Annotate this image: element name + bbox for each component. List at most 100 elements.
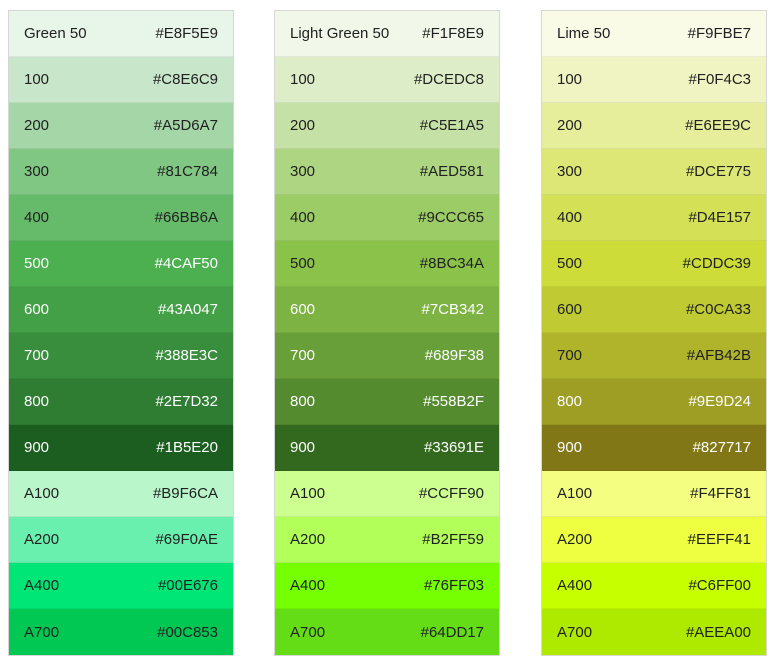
palette-light-green: Light Green 50 #F1F8E9 100 #DCEDC8 200 #C5E1A… <box>274 10 500 656</box>
color-swatch: 100 #DCEDC8 <box>275 57 499 103</box>
swatch-hex-code: #2E7D32 <box>155 393 218 410</box>
swatch-hex-code: #A5D6A7 <box>153 117 218 134</box>
color-swatch: 800 #9E9D24 <box>542 379 766 425</box>
swatch-hex-code: #689F38 <box>424 347 484 364</box>
color-swatch: 700 #388E3C <box>9 333 233 379</box>
swatch-hex-code: #00C853 <box>157 623 218 641</box>
swatch-shade-label: 800 <box>557 393 583 410</box>
swatch-hex-code: #558B2F <box>423 393 484 410</box>
swatch-shade-label: 500 <box>290 255 316 272</box>
color-swatch: 800 #2E7D32 <box>9 379 233 425</box>
color-swatch: 900 #827717 <box>542 425 766 471</box>
swatch-hex-code: #DCE775 <box>685 163 751 180</box>
color-swatch: A100 #CCFF90 <box>275 471 499 517</box>
swatch-shade-label: 100 <box>24 71 50 88</box>
palette-header-swatch: Light Green 50 #F1F8E9 <box>275 11 499 57</box>
swatch-shade-label: 400 <box>24 209 50 226</box>
color-swatch: A100 #B9F6CA <box>9 471 233 517</box>
swatch-shade-label: A400 <box>290 577 326 594</box>
color-swatch: 600 #43A047 <box>9 287 233 333</box>
swatch-shade-label: A700 <box>557 623 593 641</box>
color-swatch: 500 #CDDC39 <box>542 241 766 287</box>
color-swatch: A200 #B2FF59 <box>275 517 499 563</box>
color-swatch: 500 #8BC34A <box>275 241 499 287</box>
swatch-hex-code: #AFB42B <box>686 347 751 364</box>
color-swatch: A400 #00E676 <box>9 563 233 609</box>
swatch-hex-code: #AED581 <box>419 163 484 180</box>
swatch-shade-label: A200 <box>24 531 60 548</box>
swatch-shade-label: A100 <box>24 485 60 502</box>
color-swatch: 300 #DCE775 <box>542 149 766 195</box>
swatch-shade-label: A400 <box>24 577 60 594</box>
swatch-hex-code: #E8F5E9 <box>155 25 218 42</box>
swatch-shade-label: A100 <box>290 485 326 502</box>
swatch-shade-label: A200 <box>557 531 593 548</box>
color-swatch: A200 #69F0AE <box>9 517 233 563</box>
color-swatch: 400 #9CCC65 <box>275 195 499 241</box>
swatch-shade-label: 300 <box>290 163 316 180</box>
swatch-shade-label: 200 <box>557 117 583 134</box>
swatch-shade-label: 400 <box>557 209 583 226</box>
swatch-shade-label: A700 <box>24 623 60 641</box>
swatch-hex-code: #CCFF90 <box>418 485 484 502</box>
swatch-shade-label: A100 <box>557 485 593 502</box>
color-swatch: A700 #64DD17 <box>275 609 499 655</box>
color-swatch: 600 #7CB342 <box>275 287 499 333</box>
color-swatch: 700 #689F38 <box>275 333 499 379</box>
swatch-shade-label: 500 <box>24 255 50 272</box>
swatch-hex-code: #F1F8E9 <box>422 25 484 42</box>
color-swatch: A700 #00C853 <box>9 609 233 655</box>
color-swatch: 700 #AFB42B <box>542 333 766 379</box>
swatch-hex-code: #9CCC65 <box>418 209 484 226</box>
swatch-hex-code: #B9F6CA <box>152 485 218 502</box>
swatch-hex-code: #CDDC39 <box>682 255 751 272</box>
swatch-shade-label: Light Green 50 <box>290 25 390 42</box>
color-swatch: 800 #558B2F <box>275 379 499 425</box>
color-swatch: 500 #4CAF50 <box>9 241 233 287</box>
color-swatch: 200 #C5E1A5 <box>275 103 499 149</box>
palette-green: Green 50 #E8F5E9 100 #C8E6C9 200 #A5D6A7 300 #8… <box>8 10 234 656</box>
swatch-shade-label: Green 50 <box>24 25 87 42</box>
swatch-hex-code: #E6EE9C <box>685 117 751 134</box>
swatch-shade-label: Lime 50 <box>557 25 611 42</box>
swatch-hex-code: #9E9D24 <box>688 393 751 410</box>
color-swatch: 200 #E6EE9C <box>542 103 766 149</box>
color-swatch: 300 #AED581 <box>275 149 499 195</box>
swatch-shade-label: 900 <box>290 439 316 456</box>
color-swatch: 400 #66BB6A <box>9 195 233 241</box>
swatch-shade-label: 800 <box>290 393 316 410</box>
color-swatch: 300 #81C784 <box>9 149 233 195</box>
swatch-hex-code: #81C784 <box>157 163 218 180</box>
swatch-hex-code: #43A047 <box>157 301 218 318</box>
palette-lime: Lime 50 #F9FBE7 100 #F0F4C3 200 #E6EE9C 300 #DC… <box>541 10 767 656</box>
swatch-hex-code: #00E676 <box>157 577 218 594</box>
swatch-hex-code: #8BC34A <box>419 255 484 272</box>
swatch-hex-code: #C8E6C9 <box>152 71 218 88</box>
swatch-shade-label: 400 <box>290 209 316 226</box>
swatch-shade-label: A200 <box>290 531 326 548</box>
swatch-hex-code: #C0CA33 <box>685 301 751 318</box>
swatch-hex-code: #D4E157 <box>688 209 751 226</box>
swatch-hex-code: #7CB342 <box>421 301 484 318</box>
swatch-hex-code: #64DD17 <box>420 623 484 641</box>
color-swatch: 900 #33691E <box>275 425 499 471</box>
swatch-hex-code: #DCEDC8 <box>413 71 484 88</box>
swatch-shade-label: 600 <box>24 301 50 318</box>
swatch-hex-code: #33691E <box>423 439 484 456</box>
swatch-hex-code: #827717 <box>692 439 751 456</box>
color-swatch: 400 #D4E157 <box>542 195 766 241</box>
swatch-shade-label: 900 <box>557 439 583 456</box>
swatch-hex-code: #B2FF59 <box>422 531 484 548</box>
swatch-shade-label: 200 <box>24 117 50 134</box>
swatch-hex-code: #1B5E20 <box>156 439 218 456</box>
swatch-shade-label: 200 <box>290 117 316 134</box>
swatch-shade-label: A700 <box>290 623 326 641</box>
swatch-shade-label: 800 <box>24 393 50 410</box>
swatch-shade-label: 100 <box>557 71 583 88</box>
color-swatch: 900 #1B5E20 <box>9 425 233 471</box>
swatch-shade-label: 500 <box>557 255 583 272</box>
color-swatch: A200 #EEFF41 <box>542 517 766 563</box>
color-swatch: A700 #AEEA00 <box>542 609 766 655</box>
swatch-hex-code: #388E3C <box>155 347 218 364</box>
color-swatch: 100 #C8E6C9 <box>9 57 233 103</box>
